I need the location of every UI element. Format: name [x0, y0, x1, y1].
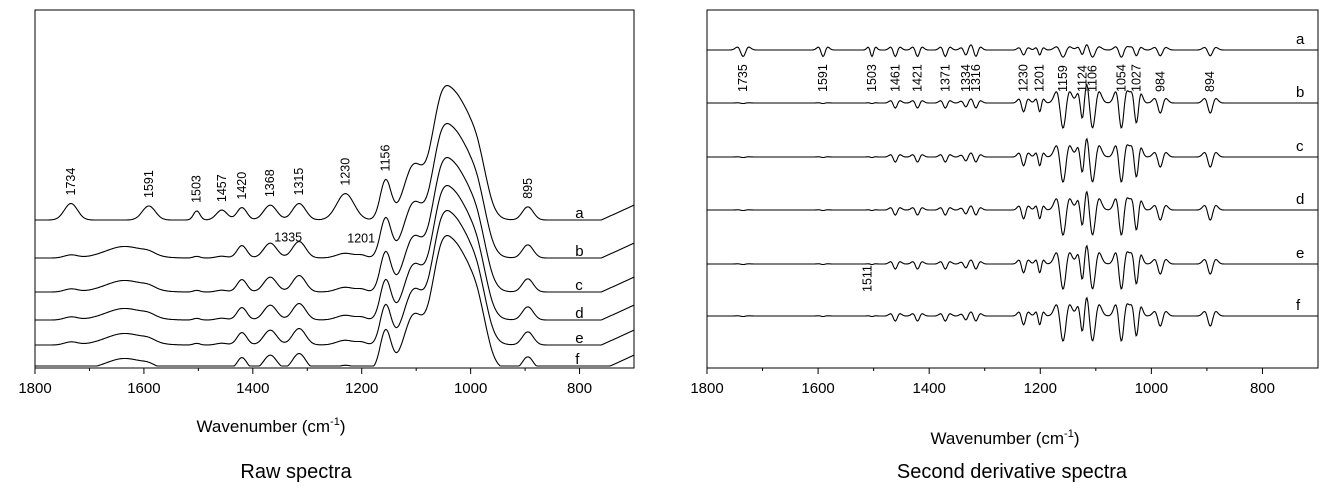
raw-spectrum-c	[35, 157, 635, 293]
deriv-curve-label-f: f	[1296, 297, 1301, 314]
raw-spectrum-d	[35, 185, 635, 321]
deriv-peak-label: 1371	[938, 64, 952, 92]
deriv-spectrum-b	[707, 83, 1318, 129]
raw-x-axis-title: Wavenumber (cm-1)	[197, 416, 346, 436]
raw-peak-label: 1230	[338, 158, 352, 186]
deriv-curve-label-d: d	[1296, 191, 1304, 208]
deriv-peak-label: 1159	[1056, 65, 1070, 92]
x-tick-label: 1000	[454, 380, 487, 397]
raw-curve-label-e: e	[575, 330, 583, 347]
deriv-spectra-curves	[707, 44, 1318, 342]
x-tick-label: 1400	[912, 380, 945, 397]
raw-spectrum-f	[35, 235, 635, 367]
deriv-curve-label-a: a	[1296, 31, 1305, 48]
x-tick-label: 1600	[801, 380, 834, 397]
raw-curve-label-b: b	[575, 243, 583, 260]
raw-peak-label: 1591	[142, 170, 156, 198]
deriv-spectrum-c	[707, 137, 1318, 183]
raw-peak-label: 1457	[215, 174, 229, 202]
x-tick-label: 1800	[690, 380, 723, 397]
raw-peak-label: 1503	[190, 175, 204, 203]
second-derivative-panel: 1800 1600 1400 1200 1000 800 1735 1591 1503 1461…	[690, 9, 1319, 483]
x-tick-label: 1200	[1024, 380, 1057, 397]
raw-curve-label-d: d	[575, 305, 583, 322]
deriv-spectrum-d	[707, 190, 1318, 236]
raw-spectrum-a	[35, 85, 635, 221]
deriv-peak-label: 1511	[861, 265, 875, 292]
raw-curve-label-c: c	[575, 277, 583, 294]
deriv-peak-label: 1591	[816, 64, 830, 92]
raw-peak-label: 1201	[347, 232, 375, 246]
x-tick-label: 1400	[236, 380, 269, 397]
raw-spectrum-e	[35, 210, 635, 346]
deriv-peak-label: 1230	[1017, 64, 1031, 92]
deriv-peak-label: 1735	[736, 64, 750, 92]
raw-curve-label-f: f	[575, 351, 580, 368]
x-tick-label: 1000	[1135, 380, 1168, 397]
raw-peak-label: 1734	[64, 168, 78, 196]
deriv-peak-label: 1124	[1075, 65, 1089, 92]
deriv-plot-frame	[706, 9, 1319, 369]
deriv-curve-label-c: c	[1296, 138, 1304, 155]
deriv-x-axis-title: Wavenumber (cm-1)	[931, 428, 1080, 448]
x-tick-label: 800	[567, 380, 592, 397]
raw-peak-label: 1156	[379, 145, 393, 172]
deriv-peak-label: 1054	[1114, 64, 1128, 92]
deriv-caption: Second derivative spectra	[897, 461, 1128, 483]
raw-peak-label: 1368	[263, 169, 277, 197]
x-tick-label: 1800	[18, 380, 51, 397]
raw-spectrum-b	[35, 123, 635, 259]
deriv-curve-label-e: e	[1296, 245, 1304, 262]
raw-curve-label-a: a	[575, 205, 584, 222]
raw-plot-frame	[34, 9, 635, 369]
deriv-peak-label: 1334	[959, 64, 973, 92]
deriv-peak-label: 894	[1203, 71, 1217, 92]
deriv-peak-label: 1421	[911, 64, 925, 92]
deriv-peak-label: 1503	[865, 64, 879, 92]
raw-caption: Raw spectra	[240, 461, 352, 483]
deriv-peak-label: 1027	[1129, 64, 1143, 92]
deriv-peak-label: 984	[1153, 71, 1167, 92]
raw-x-axis: 1800 1600 1400 1200 1000 800	[18, 368, 592, 397]
raw-peak-label: 1315	[292, 168, 306, 196]
deriv-curve-label-b: b	[1296, 84, 1304, 101]
deriv-x-axis: 1800 1600 1400 1200 1000 800	[690, 368, 1275, 397]
raw-peak-labels: 1734 1591 1503 1457 1420 1368 1315 1230 1156 895 1…	[64, 145, 535, 246]
raw-peak-label: 895	[521, 178, 535, 199]
deriv-spectrum-e	[707, 244, 1318, 290]
raw-spectra-panel: 1800 1600 1400 1200 1000 800 1734 1591 1503 1457…	[18, 9, 635, 483]
deriv-curve-labels: a b c d e f	[1296, 31, 1305, 314]
deriv-peak-label: 1201	[1033, 64, 1047, 92]
deriv-peak-label: 1316	[969, 64, 983, 92]
raw-peak-label: 1335	[274, 231, 302, 245]
raw-spectra-curves	[35, 85, 635, 367]
x-tick-label: 800	[1250, 380, 1275, 397]
x-tick-label: 1200	[345, 380, 378, 397]
deriv-spectrum-f	[707, 296, 1318, 342]
deriv-peak-label: 1461	[888, 64, 902, 92]
deriv-peak-label: 1106	[1085, 65, 1099, 92]
deriv-spectrum-a	[707, 44, 1318, 58]
raw-peak-label: 1420	[235, 172, 249, 200]
x-tick-label: 1600	[127, 380, 160, 397]
